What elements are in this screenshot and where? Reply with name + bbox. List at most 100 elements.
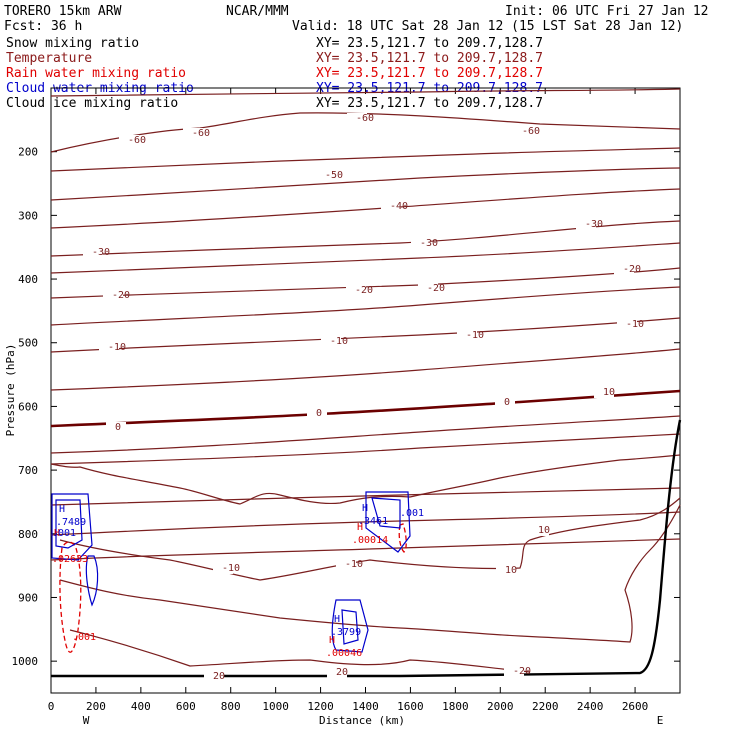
isotherm-line: [50, 242, 681, 274]
y-tick-label: 300: [18, 209, 38, 222]
isotherm-label-bg: [183, 128, 203, 139]
org-label: NCAR/MMM: [226, 4, 289, 19]
isotherm-line: [50, 389, 681, 428]
isotherm-label: -10: [626, 319, 644, 330]
isotherm-line: [50, 433, 681, 465]
x-tick-label: 1600: [397, 700, 424, 713]
isotherm-label-bg: [513, 126, 533, 137]
x-tick-label: 1200: [307, 700, 334, 713]
y-tick-label: 900: [18, 591, 38, 604]
max-marker: H: [329, 635, 335, 646]
x-axis-title: Distance (km): [319, 714, 405, 727]
field-xy: XY= 23.5,121.7 to 209.7,128.7: [316, 96, 543, 111]
isotherm-label-bg: [411, 238, 431, 249]
isotherm-line: [50, 112, 681, 153]
isotherm-label: -30: [585, 219, 603, 230]
isotherm-label: -20: [623, 264, 641, 275]
isotherm-label: -60: [356, 113, 374, 124]
isotherm-line: [59, 497, 681, 581]
isotherm-label: 10: [538, 525, 550, 536]
isotherm-label-bg: [106, 422, 126, 433]
isotherm-label-bg: [529, 525, 549, 536]
field-name: Cloud ice mixing ratio: [6, 96, 178, 111]
isotherm-label-bg: [495, 397, 515, 408]
max-value: .3799: [331, 627, 361, 638]
isotherm-label: -20: [427, 283, 445, 294]
isotherm-label-bg: [99, 342, 119, 353]
field-name: Snow mixing ratio: [6, 36, 139, 51]
field-legend: Snow mixing ratio XY= 23.5,121.7 to 209.…: [6, 36, 543, 111]
max-marker: H: [54, 528, 60, 539]
max-value: .7489: [56, 517, 86, 528]
isotherm-label-bg: [316, 170, 336, 181]
isotherm-label: -30: [92, 247, 110, 258]
cloud-water-contour: [51, 493, 93, 561]
isotherm-label-bg: [418, 283, 438, 294]
cloud-water-contour: [85, 555, 99, 607]
field-name: Rain water mixing ratio: [6, 66, 186, 81]
x-tick-label: 1800: [442, 700, 469, 713]
x-tick-label: 0: [48, 700, 55, 713]
isotherm-label-bg: [321, 336, 341, 347]
isotherm-label: 0: [504, 397, 510, 408]
terrain-surface: [51, 419, 682, 678]
temperature-isotherms: [50, 88, 681, 673]
isotherm-label-bg: [346, 285, 366, 296]
x-tick-label: 1400: [352, 700, 379, 713]
cloud-water-contour: [365, 491, 411, 553]
isotherm-label-bg: [327, 667, 347, 678]
x-axis-west: W: [83, 714, 90, 727]
x-tick-label: 2200: [532, 700, 559, 713]
y-tick-label: 400: [18, 273, 38, 286]
cloud-water-contour: [331, 599, 369, 653]
isotherm-label: 10: [505, 565, 517, 576]
y-tick-label: 700: [18, 464, 38, 477]
y-axis-title: Pressure (hPa): [4, 344, 17, 437]
isotherm-line: [69, 629, 531, 673]
isotherm-line: [50, 147, 681, 172]
init-time: Init: 06 UTC Fri 27 Jan 12: [505, 4, 709, 19]
cloud-water-contour: [55, 499, 83, 549]
isotherm-label-bg: [576, 219, 596, 230]
x-tick-label: 1000: [262, 700, 289, 713]
isotherm-label-bg: [594, 387, 614, 398]
x-tick-label: 600: [176, 700, 196, 713]
isotherm-line: [59, 504, 681, 643]
isotherm-label-bg: [504, 666, 524, 677]
rain-contour: [398, 523, 407, 553]
y-tick-label: 1000: [12, 655, 39, 668]
field-xy: XY= 23.5,121.7 to 209.7,128.7: [316, 66, 543, 81]
isotherm-label: -20: [112, 290, 130, 301]
isotherm-line: [50, 267, 681, 299]
isotherm-label: -20: [355, 285, 373, 296]
max-marker: H: [362, 503, 368, 514]
isotherm-label-bg: [381, 201, 401, 212]
x-tick-label: 800: [221, 700, 241, 713]
isotherm-label-bg: [617, 319, 637, 330]
isotherm-label: -60: [522, 126, 540, 137]
field-name: Temperature: [6, 51, 92, 66]
x-tick-label: 2600: [622, 700, 649, 713]
max-marker: H: [59, 504, 65, 515]
isotherm-label: -20: [513, 666, 531, 677]
x-tick-label: 200: [86, 700, 106, 713]
field-xy: XY= 23.5,121.7 to 209.7,128.7: [316, 36, 543, 51]
isotherm-label-bg: [457, 330, 477, 341]
isotherm-label: -10: [466, 330, 484, 341]
isotherm-line: [50, 317, 681, 353]
isotherm-line: [50, 487, 681, 506]
cloud-water-contours: [51, 491, 411, 653]
isotherm-label: 0: [316, 408, 322, 419]
max-value: .02633: [52, 554, 88, 565]
isotherm-label: -40: [390, 201, 408, 212]
max-value: .00046: [326, 648, 362, 659]
isotherm-label: 10: [603, 387, 615, 398]
isotherm-label: 20: [336, 667, 348, 678]
isotherm-label-bg: [83, 247, 103, 258]
x-tick-label: 2000: [487, 700, 514, 713]
y-tick-label: 500: [18, 337, 38, 350]
isotherm-label: 0: [115, 422, 121, 433]
y-tick-label: 200: [18, 146, 38, 159]
isotherm-label: 20: [213, 671, 225, 682]
